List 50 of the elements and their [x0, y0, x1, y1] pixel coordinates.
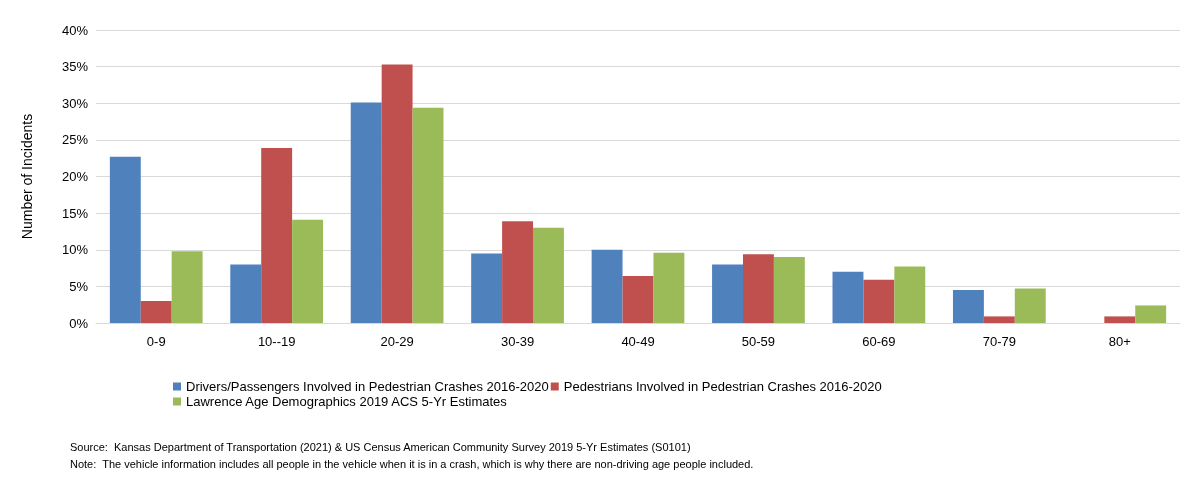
y-tick-label: 20%: [61, 169, 89, 184]
text: Note: The vehicle information includes all people in the vehicle when it is in a crash, which is why there are non-driving age people included.: [70, 457, 754, 470]
bar: [622, 276, 654, 323]
bar: [230, 264, 262, 323]
y-tick-label: 10%: [61, 242, 89, 258]
y-tick-label: 25%: [61, 132, 89, 148]
bar: [292, 219, 324, 323]
legend-label: Drivers/Passengers Involved in Pedestrian Crashes 2016-2020: [186, 379, 549, 394]
bar: [381, 64, 413, 323]
bar: [261, 147, 293, 323]
bar: [171, 251, 203, 323]
y-tick-label: 5%: [69, 278, 89, 294]
x-tick-label: 40-49: [621, 334, 655, 349]
y-tick-label: 0%: [69, 315, 89, 331]
bar: [591, 249, 623, 323]
x-tick-label: 60-69: [862, 334, 896, 349]
x-tick-label: 20-29: [380, 334, 414, 349]
bar: [471, 253, 503, 323]
bar: [109, 156, 141, 323]
bar: [533, 227, 564, 323]
bar: [412, 107, 444, 323]
y-axis-title: Number of Incidents: [19, 113, 35, 240]
bar: [742, 254, 774, 323]
bar: [863, 279, 895, 323]
y-tick-label: 40%: [61, 22, 89, 38]
bar: [1135, 305, 1167, 323]
bar: [773, 257, 805, 323]
bar: [350, 102, 382, 323]
bar: [983, 316, 1015, 323]
y-tick-label: 35%: [61, 59, 89, 75]
bar: [653, 252, 685, 323]
bar: [140, 301, 172, 323]
legend-label: Lawrence Age Demographics 2019 ACS 5-Yr Estimates: [186, 394, 508, 409]
bar: [894, 266, 926, 323]
x-tick-label: 0-9: [146, 334, 166, 349]
bar: [502, 221, 534, 323]
bar: [1014, 288, 1046, 323]
legend-label: Pedestrians Involved in Pedestrian Crashes 2016-2020: [563, 379, 882, 394]
x-tick-label: 80+: [1108, 334, 1131, 349]
x-tick-label: 70-79: [982, 334, 1016, 349]
y-tick-label: 15%: [61, 205, 89, 221]
bar: [952, 290, 984, 323]
x-tick-label: 10--19: [257, 334, 296, 349]
y-tick-label: 30%: [61, 95, 89, 111]
bar: [832, 271, 864, 323]
x-tick-label: 50-59: [741, 334, 776, 349]
bar: [712, 264, 743, 323]
x-tick-label: 30-39: [500, 334, 535, 349]
bar: [1104, 316, 1136, 323]
source-note: Source: Kansas Department of Transportation (2021) & US Census American Community Survey 2019 5-Yr Estimates (S0101): [70, 440, 691, 453]
